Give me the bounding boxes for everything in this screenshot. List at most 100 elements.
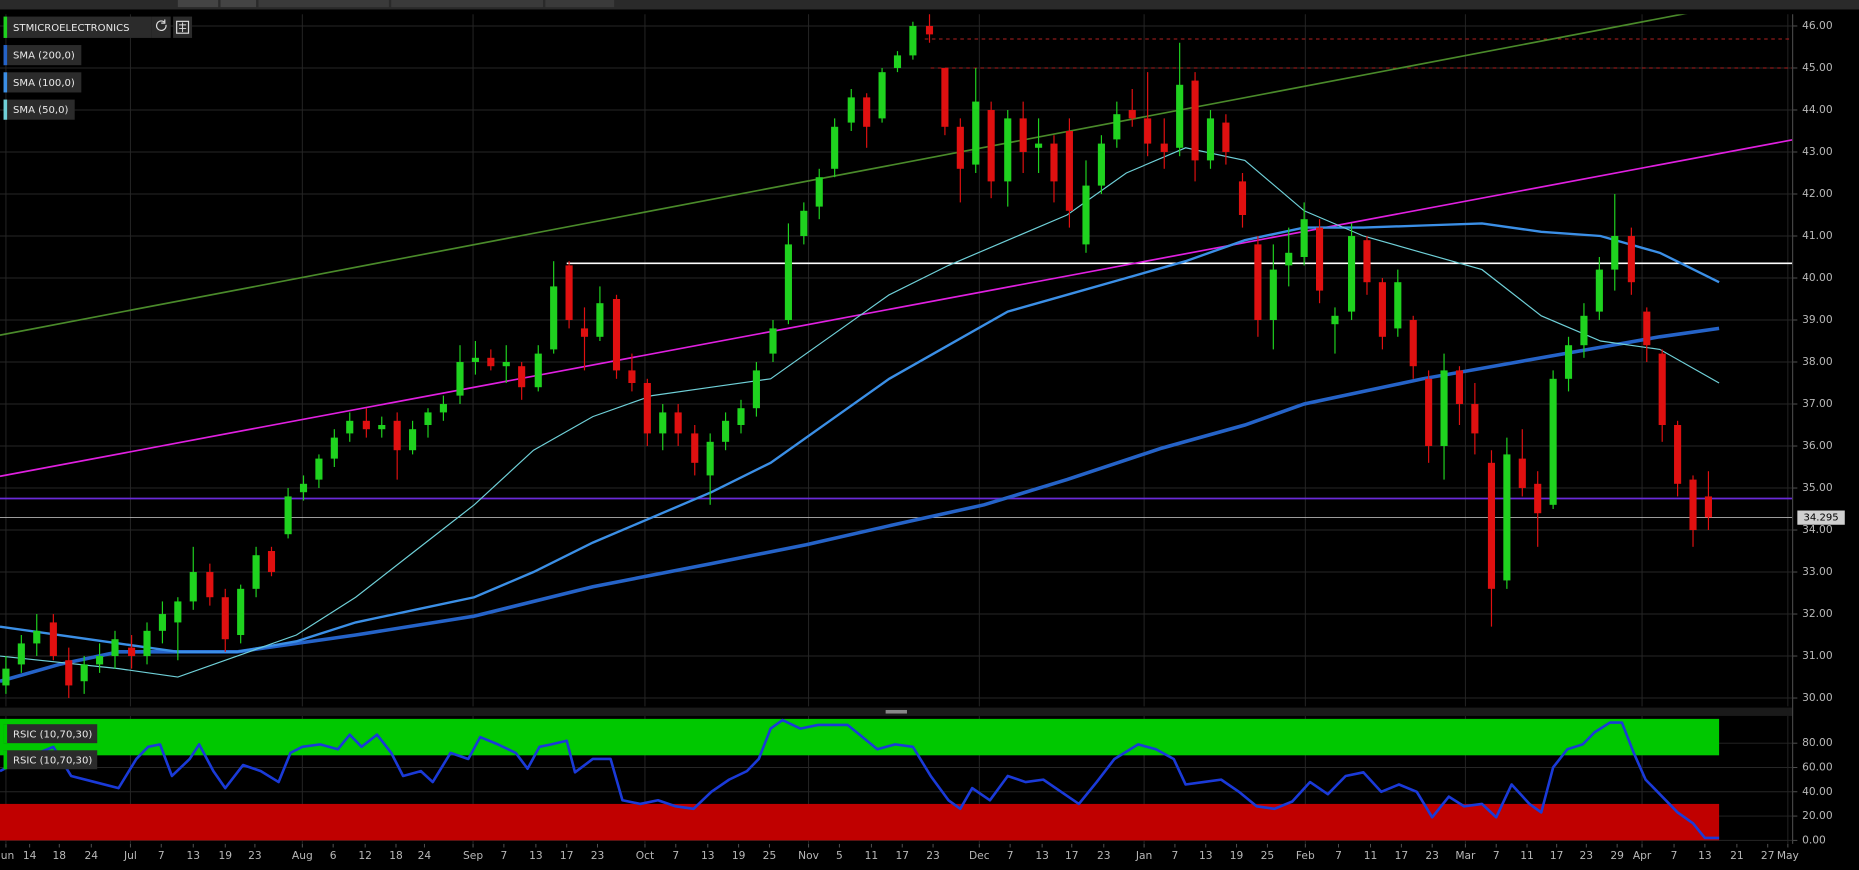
y-tick-label: 42.00 [1802, 187, 1833, 200]
sma-line [0, 147, 1720, 678]
legend-item[interactable]: STMICROELECTRONICS [3, 16, 193, 38]
y-tick-label: 38.00 [1802, 355, 1833, 368]
candle-body [1503, 454, 1511, 581]
legend-item[interactable]: SMA (100,0) [3, 72, 82, 93]
candle-body [941, 67, 949, 127]
candle-body [1238, 181, 1247, 215]
tab[interactable] [220, 0, 257, 8]
candle-body [128, 647, 136, 657]
candle-body [612, 299, 621, 371]
candle-body [2, 668, 10, 686]
candle-body [221, 597, 229, 640]
candle-body [1363, 240, 1371, 283]
legend-item[interactable]: SMA (200,0) [3, 45, 82, 66]
x-tick-label: 17 [1395, 849, 1409, 862]
y-tick-label: 20.00 [1802, 809, 1833, 822]
x-tick-label: 17 [1065, 849, 1079, 862]
candle-body [1285, 252, 1293, 266]
candle-body [1674, 425, 1682, 484]
candle-body [424, 412, 432, 426]
legend-label: RSIC (10,70,30) [13, 729, 92, 740]
candle-body [252, 555, 260, 589]
x-tick-label: 23 [926, 849, 940, 862]
candle-body [1128, 109, 1136, 119]
candle-body [1176, 84, 1184, 148]
candle-body [1019, 118, 1027, 152]
x-tick-label: Sep [463, 849, 483, 862]
candle-body [1595, 269, 1603, 312]
candle-body [784, 244, 792, 321]
candle-body [722, 420, 730, 442]
candle-body [409, 429, 417, 451]
candle-body [1316, 227, 1324, 291]
x-tick-label: 23 [1425, 849, 1439, 862]
candle-body [550, 286, 558, 350]
legend-label: SMA (50,0) [13, 105, 68, 116]
x-tick-label: 13 [701, 849, 715, 862]
candle-body [65, 660, 73, 686]
y-tick-label: 30.00 [1802, 691, 1833, 704]
x-tick-label: 11 [1364, 849, 1378, 862]
toolbar-strip [0, 0, 1859, 10]
x-tick-label: 25 [1261, 849, 1275, 862]
candle-body [284, 496, 292, 535]
candle-body [987, 109, 995, 182]
candle-body [1471, 404, 1479, 434]
refresh-button[interactable] [151, 16, 171, 38]
candle-body [1206, 118, 1215, 161]
candle-body [752, 370, 760, 409]
x-tick-label: 23 [1580, 849, 1594, 862]
tab[interactable] [177, 0, 219, 8]
tab[interactable] [545, 0, 615, 8]
y-tick-label: 43.00 [1802, 145, 1833, 158]
candle-body [1518, 458, 1526, 489]
candle-body [1269, 269, 1277, 321]
candle-body [1065, 130, 1073, 211]
legend-box [3, 724, 98, 744]
candle-body [80, 664, 88, 682]
x-tick-label: 13 [1698, 849, 1712, 862]
legend: STMICROELECTRONICS SMA (200,0) SMA (100,0… [3, 16, 193, 770]
candle-body [815, 177, 823, 207]
x-tick-label: 11 [1520, 849, 1534, 862]
candle-body [596, 303, 604, 337]
legend-box [3, 72, 82, 93]
candle-body [1378, 282, 1386, 337]
candle-body [143, 630, 151, 657]
legend-item[interactable]: SMA (50,0) [3, 99, 75, 120]
candle-body [863, 97, 871, 127]
separator-handle[interactable] [885, 709, 907, 714]
y-tick-label: 34.00 [1802, 523, 1833, 536]
candle-body [565, 265, 573, 321]
tab[interactable] [258, 0, 389, 8]
y-tick-label: 80.00 [1802, 736, 1833, 749]
candle-body [315, 458, 323, 480]
x-tick-label: Mar [1455, 849, 1476, 862]
candle-body [706, 441, 714, 476]
x-tick-label: 7 [1172, 849, 1179, 862]
candle-body [1113, 114, 1121, 140]
x-tick-label: Jan [1135, 849, 1152, 862]
x-tick-label: 7 [1493, 849, 1500, 862]
x-tick-label: 7 [1671, 849, 1678, 862]
sma-line [0, 222, 1720, 654]
y-tick-label: 37.00 [1802, 397, 1833, 410]
x-tick-label: Aug [292, 849, 313, 862]
x-tick-label: 7 [672, 849, 679, 862]
x-tick-label: 12 [358, 849, 372, 862]
x-tick-label: 21 [1730, 849, 1744, 862]
candle-body [158, 614, 166, 631]
legend-item[interactable]: RSIC (10,70,30) [3, 750, 98, 770]
candle-body [299, 483, 308, 493]
legend-swatch [3, 16, 8, 38]
candle-body [1191, 80, 1199, 161]
candle-body [643, 383, 651, 434]
candle-body [1082, 185, 1090, 245]
candle-body [1144, 118, 1152, 144]
tab[interactable] [391, 0, 543, 8]
candle-body [534, 353, 542, 388]
legend-item[interactable]: RSIC (10,70,30) [3, 724, 98, 744]
candle-body [1549, 378, 1557, 505]
x-tick-label: Apr [1633, 849, 1652, 862]
